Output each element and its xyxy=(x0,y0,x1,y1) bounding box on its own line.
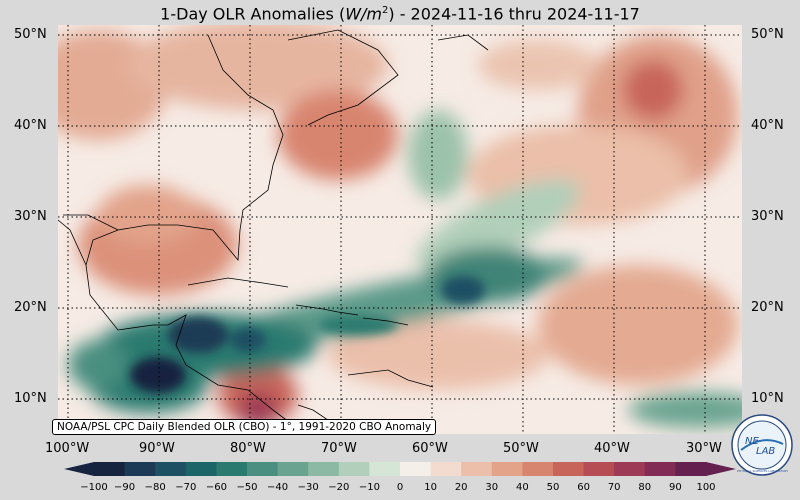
lat-label-left: 50°N xyxy=(14,27,47,42)
colorbar-tick: 40 xyxy=(516,482,529,493)
colorbar-segment xyxy=(124,462,156,476)
colorbar-tick: −40 xyxy=(267,482,289,493)
logo-arc-text: PHYSICAL SCIENCES LABORATORY xyxy=(737,469,788,473)
colorbar-segment xyxy=(430,462,462,476)
colorbar-tick: −100 xyxy=(80,482,108,493)
colorbar-tick: 10 xyxy=(424,482,437,493)
colorbar-tick: −20 xyxy=(328,482,350,493)
lat-label-left: 30°N xyxy=(14,209,47,224)
logo-text-top: NE xyxy=(745,436,759,447)
colorbar-segment xyxy=(216,462,248,476)
colorbar-tick: −80 xyxy=(144,482,166,493)
lat-label-right: 30°N xyxy=(751,209,784,224)
psl-logo: NE LAB PHYSICAL SCIENCES LABORATORY xyxy=(731,414,793,476)
colorbar-tick-labels: −100 −90 −80 −70 −60 −50 −40 −30 −20 −10 0 10 20 30 40… xyxy=(0,482,800,498)
lat-label-left: 10°N xyxy=(14,391,47,406)
lat-label-right: 50°N xyxy=(751,27,784,42)
colorbar-segment xyxy=(644,462,676,476)
map-title: 1-Day OLR Anomalies (W/m2) - 2024-11-16 … xyxy=(160,4,640,24)
colorbar-segment xyxy=(461,462,493,476)
colorbar-segment xyxy=(185,462,217,476)
colorbar-segment xyxy=(338,462,370,476)
colorbar-tick: 70 xyxy=(607,482,621,493)
colorbar-tick: −70 xyxy=(175,482,197,493)
colorbar-tick: −10 xyxy=(358,482,380,493)
colorbar-tick: −90 xyxy=(114,482,136,493)
lat-label-right: 20°N xyxy=(751,300,784,315)
lat-label-right: 40°N xyxy=(751,118,784,133)
colorbar-segment xyxy=(369,462,401,476)
logo-text-mid: LAB xyxy=(756,446,775,457)
lat-label-left: 40°N xyxy=(14,118,47,133)
colorbar-segment xyxy=(675,462,707,476)
lon-label: 80°W xyxy=(230,441,266,456)
anomaly-field xyxy=(58,25,742,434)
lon-label: 70°W xyxy=(321,441,357,456)
colorbar xyxy=(64,462,736,476)
lat-label-left: 20°N xyxy=(14,300,47,315)
colorbar-tick: −50 xyxy=(236,482,258,493)
lon-label: 60°W xyxy=(412,441,448,456)
colorbar-tick: 50 xyxy=(546,482,560,493)
colorbar-segment xyxy=(614,462,646,476)
colorbar-tick: 80 xyxy=(638,482,652,493)
colorbar-segment xyxy=(553,462,585,476)
colorbar-tick: 30 xyxy=(485,482,499,493)
lon-label: 30°W xyxy=(686,441,722,456)
colorbar-segment xyxy=(247,462,279,476)
lon-label: 100°W xyxy=(45,441,90,456)
colorbar-segment xyxy=(400,462,432,476)
colorbar-segment xyxy=(277,462,309,476)
colorbar-segment xyxy=(308,462,340,476)
colorbar-segment xyxy=(583,462,615,476)
colorbar-segment xyxy=(155,462,187,476)
colorbar-tick: 100 xyxy=(696,482,716,493)
olr-anomaly-map xyxy=(58,25,742,434)
colorbar-segment xyxy=(491,462,523,476)
colorbar-segment xyxy=(522,462,554,476)
lon-label: 40°W xyxy=(594,441,630,456)
lon-label: 50°W xyxy=(503,441,539,456)
lat-label-right: 10°N xyxy=(751,391,784,406)
graticule xyxy=(58,25,742,434)
colorbar-tick: 90 xyxy=(669,482,682,493)
colorbar-tick: −30 xyxy=(297,482,319,493)
coastline-outline xyxy=(58,29,489,434)
colorbar-tick: −60 xyxy=(205,482,227,493)
colorbar-tick: 0 xyxy=(396,482,404,493)
data-source-credit: NOAA/PSL CPC Daily Blended OLR (CBO) - 1… xyxy=(52,419,437,435)
lon-label: 90°W xyxy=(139,441,175,456)
colorbar-segment xyxy=(94,462,126,476)
colorbar-tick: 20 xyxy=(454,482,468,493)
colorbar-tick: 60 xyxy=(577,482,590,493)
